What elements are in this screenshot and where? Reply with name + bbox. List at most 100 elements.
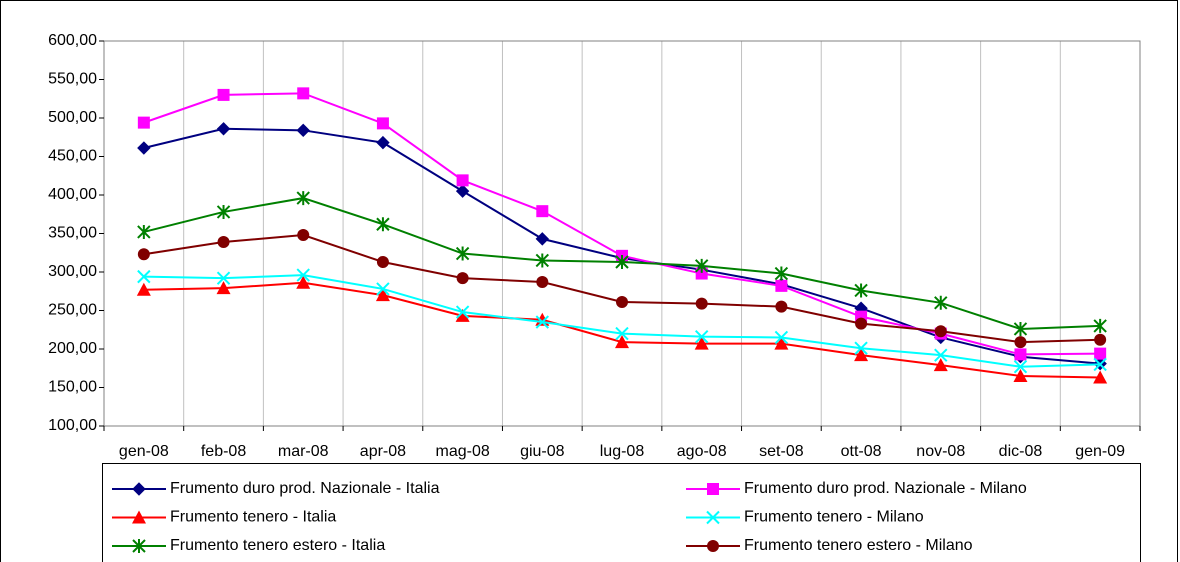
marker: [694, 336, 709, 350]
x-tick-label: lug-08: [600, 443, 645, 460]
marker: [535, 253, 550, 268]
marker: [216, 204, 231, 219]
marker: [217, 88, 230, 101]
x-tick-label: gen-08: [119, 443, 169, 460]
marker: [296, 123, 310, 138]
y-tick-label: 100,00: [48, 417, 97, 434]
legend-label: Frumento tenero estero - Italia: [170, 537, 385, 554]
marker: [376, 217, 390, 232]
marker: [455, 184, 470, 198]
marker: [706, 510, 720, 525]
marker: [1013, 321, 1028, 336]
y-tick-label: 600,00: [48, 32, 97, 49]
marker: [455, 246, 470, 261]
marker: [296, 268, 310, 282]
y-tick-label: 400,00: [48, 186, 97, 203]
marker: [934, 348, 948, 362]
marker: [615, 326, 629, 341]
marker: [1013, 368, 1028, 382]
legend-label: Frumento tenero - Milano: [744, 509, 924, 526]
marker: [136, 282, 151, 296]
marker: [216, 122, 231, 136]
plot-area: [104, 41, 1140, 426]
marker: [376, 255, 389, 268]
marker: [137, 141, 151, 155]
marker: [137, 224, 151, 239]
marker: [694, 329, 709, 344]
marker: [1094, 333, 1107, 346]
marker: [376, 282, 390, 296]
marker: [855, 317, 868, 330]
marker: [707, 540, 719, 552]
marker: [455, 308, 470, 322]
marker: [1094, 347, 1107, 360]
marker: [137, 116, 150, 129]
y-tick-label: 200,00: [48, 340, 97, 357]
marker: [376, 117, 389, 130]
marker: [296, 191, 310, 206]
x-tick-label: set-08: [759, 443, 804, 460]
marker: [854, 283, 868, 298]
marker: [1093, 370, 1108, 384]
marker: [775, 279, 788, 292]
x-tick-label: feb-08: [201, 443, 246, 460]
y-tick-label: 500,00: [48, 109, 97, 126]
marker: [615, 335, 629, 349]
legend-label: Frumento tenero - Italia: [170, 509, 336, 526]
marker: [774, 336, 789, 350]
marker: [132, 510, 146, 524]
marker: [775, 300, 788, 313]
marker: [455, 305, 470, 319]
marker: [137, 248, 150, 261]
x-tick-label: gen-09: [1075, 443, 1125, 460]
y-tick-label: 350,00: [48, 225, 97, 242]
marker: [297, 229, 310, 242]
legend: [102, 463, 1141, 562]
marker: [535, 232, 550, 246]
marker: [456, 272, 469, 285]
marker: [934, 325, 947, 338]
y-tick-label: 550,00: [48, 71, 97, 88]
marker: [456, 174, 469, 187]
marker: [695, 267, 708, 280]
x-tick-label: mar-08: [278, 443, 329, 460]
marker: [774, 266, 789, 281]
marker: [132, 539, 146, 553]
marker: [615, 254, 629, 269]
marker: [695, 297, 708, 310]
marker: [1013, 360, 1028, 374]
marker: [1014, 336, 1027, 349]
y-tick-label: 250,00: [48, 302, 97, 319]
marker: [536, 205, 549, 218]
x-tick-label: dic-08: [999, 443, 1043, 460]
marker: [774, 330, 789, 345]
marker: [296, 275, 311, 289]
marker: [137, 269, 151, 284]
marker: [694, 258, 709, 273]
marker: [1093, 318, 1107, 333]
x-tick-label: ago-08: [677, 443, 727, 460]
y-tick-label: 150,00: [48, 379, 97, 396]
marker: [934, 295, 948, 310]
x-tick-label: mag-08: [435, 443, 489, 460]
marker: [217, 235, 230, 248]
y-tick-label: 300,00: [48, 263, 97, 280]
legend-label: Frumento duro prod. Nazionale - Milano: [744, 480, 1027, 497]
marker: [616, 296, 628, 309]
x-tick-label: apr-08: [360, 443, 406, 460]
marker: [536, 276, 549, 289]
x-tick-label: ott-08: [841, 443, 882, 460]
marker: [1093, 357, 1107, 372]
marker: [933, 358, 948, 372]
legend-label: Frumento duro prod. Nazionale - Italia: [170, 480, 440, 497]
x-tick-label: nov-08: [916, 443, 965, 460]
marker: [132, 482, 146, 496]
marker: [216, 271, 231, 285]
marker: [707, 483, 719, 495]
marker: [376, 135, 390, 150]
x-tick-label: giu-08: [520, 443, 565, 460]
marker: [1014, 348, 1027, 361]
marker: [297, 87, 310, 100]
y-tick-label: 450,00: [48, 148, 97, 165]
legend-label: Frumento tenero estero - Milano: [744, 537, 973, 554]
